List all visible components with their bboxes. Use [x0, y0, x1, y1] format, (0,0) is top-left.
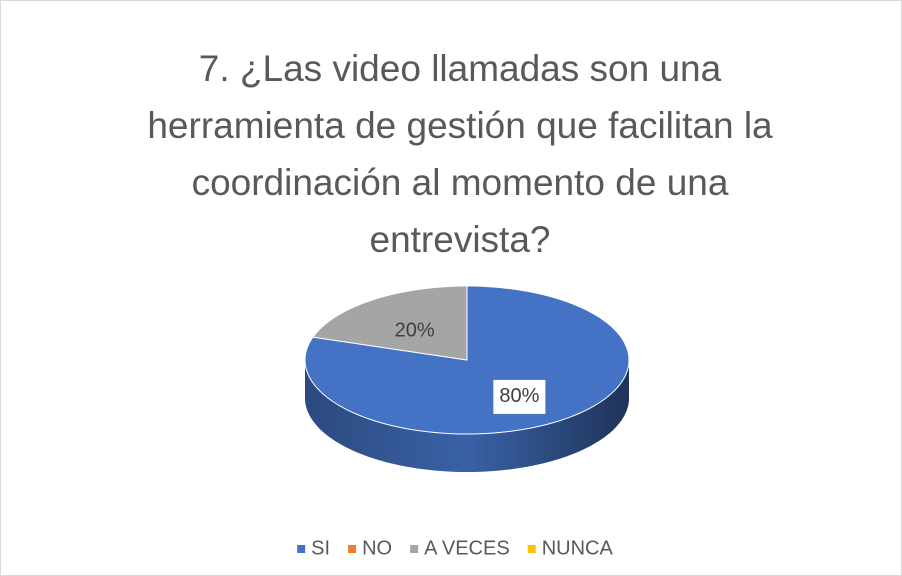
data-label: 20% [395, 319, 435, 341]
legend-label: A VECES [424, 537, 510, 559]
slice-side-shade [305, 360, 629, 472]
legend-marker [348, 545, 357, 553]
slice [312, 285, 468, 361]
data-label-group: 20% [395, 319, 435, 341]
data-label-box [493, 379, 546, 414]
legend-marker [410, 545, 419, 553]
legend-label: NO [362, 537, 392, 559]
legend-marker [297, 545, 306, 553]
legend-marker [527, 545, 536, 553]
legend-label: NUNCA [542, 537, 614, 559]
chart-title: 7. ¿Las video llamadas son una herramien… [147, 48, 773, 260]
data-label-group: 80% [493, 379, 546, 414]
data-label: 80% [499, 385, 539, 407]
legend-label: SI [311, 537, 330, 559]
